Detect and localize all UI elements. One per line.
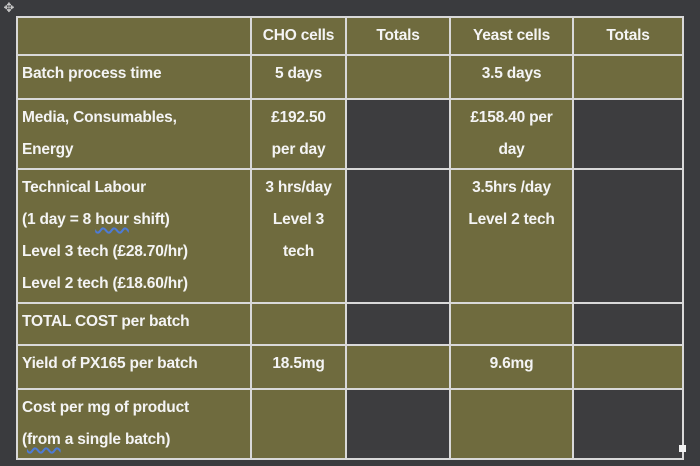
- batch-time-yeast-total[interactable]: [572, 54, 684, 100]
- total-cost-yeast[interactable]: [449, 302, 574, 346]
- spellcheck-word-hour: hour: [95, 211, 129, 228]
- yield-label[interactable]: Yield of PX165 per batch: [16, 344, 252, 390]
- labour-cho-line-3: tech: [282, 243, 315, 260]
- batch-time-cho[interactable]: 5 days: [250, 54, 347, 100]
- table-row-yield: Yield of PX165 per batch 18.5mg 9.6mg: [16, 344, 684, 390]
- batch-time-yeast[interactable]: 3.5 days: [449, 54, 574, 100]
- media-cho-cell[interactable]: £192.50 per day: [250, 98, 347, 170]
- header-cho-totals[interactable]: Totals: [345, 16, 451, 56]
- labour-cho-line-1: 3 hrs/day: [265, 179, 332, 196]
- cost-per-mg-cho-total[interactable]: [345, 388, 451, 460]
- batch-time-cho-total[interactable]: [345, 54, 451, 100]
- yield-cho[interactable]: 18.5mg: [250, 344, 347, 390]
- header-cho-cells[interactable]: CHO cells: [250, 16, 347, 56]
- table-row-batch-time: Batch process time 5 days 3.5 days: [16, 54, 684, 100]
- cost-per-mg-label-line-1: Cost per mg of product: [22, 399, 189, 416]
- labour-yeast-cell[interactable]: 3.5hrs /day Level 2 tech: [449, 168, 574, 304]
- labour-cho-line-2: Level 3: [272, 211, 325, 228]
- table-row-header: CHO cells Totals Yeast cells Totals: [16, 16, 684, 56]
- media-label-cell[interactable]: Media, Consumables, Energy: [16, 98, 252, 170]
- table-row-media: Media, Consumables, Energy £192.50 per d…: [16, 98, 684, 170]
- labour-label-line-4: Level 2 tech (£18.60/hr): [22, 275, 188, 292]
- cost-comparison-table: CHO cells Totals Yeast cells Totals Batc…: [16, 16, 684, 460]
- labour-label-cell[interactable]: Technical Labour (1 day = 8 hour shift) …: [16, 168, 252, 304]
- media-label-line-1: Media, Consumables,: [22, 109, 177, 126]
- table-row-cost-per-mg: Cost per mg of product (from a single ba…: [16, 388, 684, 460]
- total-cost-cho[interactable]: [250, 302, 347, 346]
- media-yeast-cell[interactable]: £158.40 per day: [449, 98, 574, 170]
- total-cost-yeast-total[interactable]: [572, 302, 684, 346]
- media-yeast-line-1: £158.40 per: [470, 109, 553, 126]
- cost-per-mg-yeast-total[interactable]: [572, 388, 684, 460]
- spellcheck-word-from: from: [26, 431, 61, 448]
- labour-label-line-2-start: (1 day = 8: [22, 211, 96, 228]
- table-row-labour: Technical Labour (1 day = 8 hour shift) …: [16, 168, 684, 304]
- media-cho-total[interactable]: [345, 98, 451, 170]
- yield-yeast-total[interactable]: [572, 344, 684, 390]
- yield-cho-total[interactable]: [345, 344, 451, 390]
- labour-cho-cell[interactable]: 3 hrs/day Level 3 tech: [250, 168, 347, 304]
- labour-yeast-line-2: Level 2 tech: [468, 211, 555, 228]
- cost-per-mg-label-line-2: (from a single batch): [22, 424, 246, 456]
- media-yeast-line-2: day: [498, 141, 525, 158]
- table-move-handle-icon[interactable]: ✥: [3, 0, 15, 15]
- header-yeast-totals[interactable]: Totals: [572, 16, 684, 56]
- labour-label-line-1: Technical Labour: [22, 179, 146, 196]
- labour-cho-total[interactable]: [345, 168, 451, 304]
- total-cost-cho-total[interactable]: [345, 302, 451, 346]
- media-yeast-total[interactable]: [572, 98, 684, 170]
- labour-label-line-2-end: shift): [128, 211, 170, 228]
- labour-label-line-3: Level 3 tech (£28.70/hr): [22, 243, 188, 260]
- yield-yeast[interactable]: 9.6mg: [449, 344, 574, 390]
- cost-per-mg-yeast[interactable]: [449, 388, 574, 460]
- cost-per-mg-line-2-start: (: [22, 431, 27, 448]
- labour-yeast-total[interactable]: [572, 168, 684, 304]
- media-cho-line-1: £192.50: [271, 109, 326, 126]
- table-row-total-cost: TOTAL COST per batch: [16, 302, 684, 346]
- media-label-line-2: Energy: [22, 141, 74, 158]
- cost-per-mg-line-2-end: a single batch): [60, 431, 171, 448]
- batch-time-label[interactable]: Batch process time: [16, 54, 252, 100]
- labour-yeast-line-1: 3.5hrs /day: [472, 179, 551, 196]
- header-yeast-cells[interactable]: Yeast cells: [449, 16, 574, 56]
- total-cost-label[interactable]: TOTAL COST per batch: [16, 302, 252, 346]
- cost-per-mg-cho[interactable]: [250, 388, 347, 460]
- table-resize-handle-icon[interactable]: [679, 445, 686, 452]
- cost-per-mg-label-cell[interactable]: Cost per mg of product (from a single ba…: [16, 388, 252, 460]
- labour-label-line-2: (1 day = 8 hour shift): [22, 204, 246, 236]
- media-cho-line-2: per day: [271, 141, 326, 158]
- header-empty-cell[interactable]: [16, 16, 252, 56]
